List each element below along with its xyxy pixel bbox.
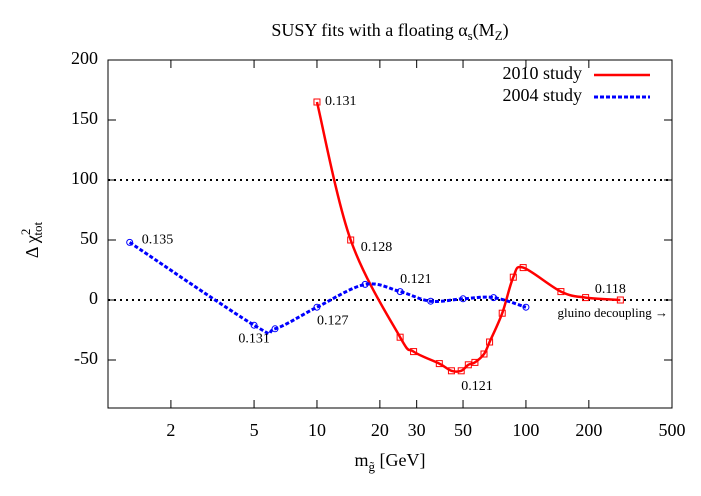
point [457,367,465,375]
point [396,288,404,296]
point [616,296,624,304]
point-label: 0.121 [400,272,432,287]
x-tick-label: 5 [250,420,259,440]
title-part: Z [495,28,503,43]
x-axis-label: mg̃ [GeV] [355,450,426,474]
label-part: g̃ [369,459,376,474]
point [347,236,355,244]
point [582,294,590,302]
x-tick-label: 100 [512,420,539,440]
series-line [315,101,621,373]
y-tick-label: -50 [74,348,98,368]
plot-frame [107,59,673,409]
legend-label: 2010 study [502,63,582,83]
annotation: gluino decoupling → [558,305,669,320]
x-tick-label: 30 [408,420,426,440]
point [427,297,435,305]
point [557,288,565,296]
point [313,303,321,311]
point-label: 0.131 [238,331,270,346]
y-tick-label: 150 [71,108,98,128]
point [471,358,479,366]
y-tick-label: 100 [71,168,98,188]
legend-label: 2004 study [502,85,582,105]
title-part: ) [503,20,509,41]
x-tick-label: 10 [308,420,326,440]
label-part: Δ χ [22,235,42,258]
title-part: s [468,28,473,43]
label-part: tot [30,221,45,235]
label-part: 2 [18,229,33,236]
point [435,360,443,368]
series-line [128,241,527,336]
point [486,338,494,346]
point [361,280,369,288]
title-part: SUSY fits with a floating α [271,20,468,40]
x-tick-label: 500 [659,420,686,440]
point-label: 0.127 [317,313,349,328]
point [519,264,527,272]
point [126,238,134,246]
x-tick-label: 20 [371,420,389,440]
x-tick-label: 2 [166,420,175,440]
title-part: (M [473,20,495,41]
point [271,325,279,333]
x-tick-label: 200 [575,420,602,440]
point [410,348,418,356]
y-tick-label: 0 [89,288,98,308]
point [447,367,455,375]
point-label: 0.118 [595,282,626,297]
point [250,321,258,329]
point [464,361,472,369]
y-axis-label: Δ χ2tot [18,221,45,258]
point [509,273,517,281]
point [313,98,321,106]
point [522,303,530,311]
label-part: [GeV] [375,450,425,470]
point-label: 0.131 [325,94,357,109]
label-part: m [355,450,369,470]
point-label: 0.121 [461,379,493,394]
y-tick-label: 200 [71,48,98,68]
chart-title: SUSY fits with a floating αs(MZ) [271,20,508,43]
x-tick-label: 50 [454,420,472,440]
point [396,333,404,341]
point [490,294,498,302]
point [459,295,467,303]
point-label: 0.128 [361,240,393,255]
point-label: 0.135 [142,233,174,248]
y-tick-label: 50 [80,228,98,248]
point [480,350,488,358]
point [498,309,506,317]
